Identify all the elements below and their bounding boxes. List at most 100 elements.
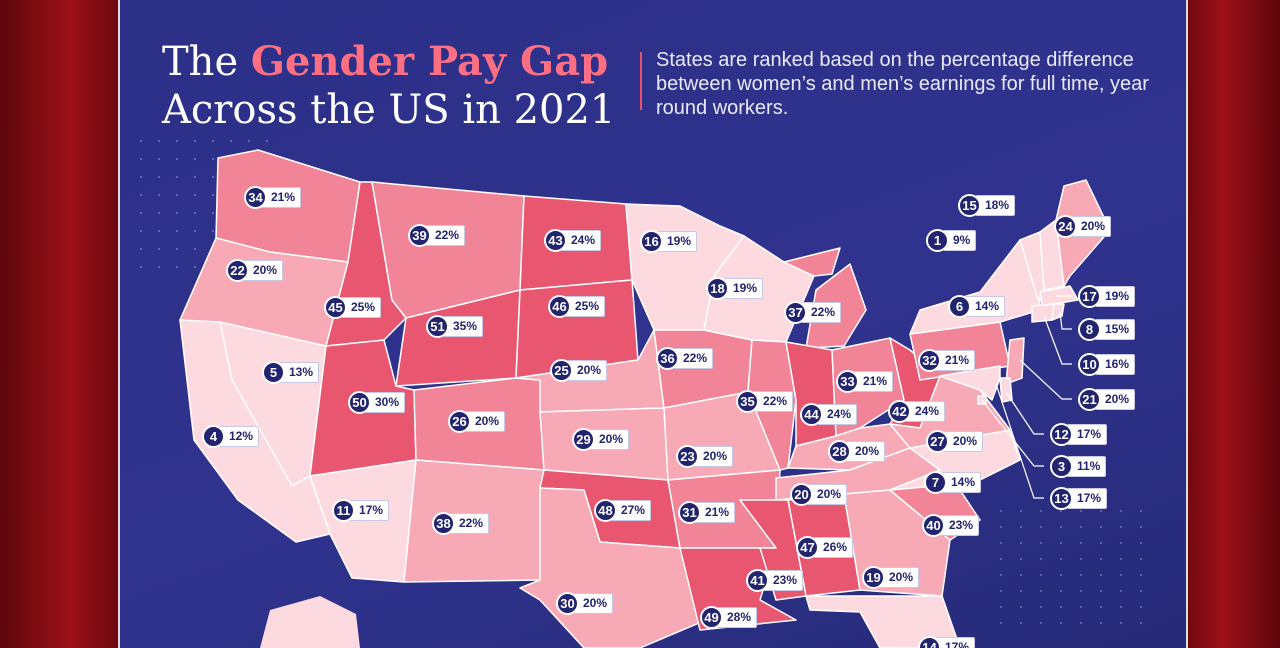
pattern-dot [1040, 558, 1042, 560]
badge-oklahoma: 48 27% [594, 498, 652, 522]
rank-label: 41 [746, 568, 769, 592]
state-new-york [909, 239, 1041, 335]
pattern-dot [1040, 526, 1042, 528]
pattern-dot [1080, 526, 1082, 528]
pattern-dot [140, 212, 142, 214]
rank-label: 24 [1054, 214, 1077, 238]
pattern-dot [230, 140, 232, 142]
pattern-dot [1140, 558, 1142, 560]
gap-label: 16% [1095, 353, 1136, 375]
pattern-dot [212, 140, 214, 142]
gap-label: 21% [935, 349, 976, 371]
gap-label: 17% [349, 499, 390, 521]
badge-iowa: 36 22% [656, 346, 714, 370]
badge-north-carolina: 7 14% [924, 470, 982, 494]
pattern-dot [1100, 606, 1102, 608]
gap-label: 35% [443, 315, 484, 337]
gap-label: 17% [1067, 487, 1108, 509]
badge-missouri: 23 20% [676, 444, 734, 468]
gap-label: 23% [939, 514, 980, 536]
gap-label: 20% [589, 428, 630, 450]
pattern-dot [1060, 510, 1062, 512]
pattern-dot [1040, 606, 1042, 608]
pattern-dot [1080, 558, 1082, 560]
badge-vermont: 1 9% [926, 228, 977, 252]
pattern-dot [1080, 574, 1082, 576]
badge-dc: 3 11% [1050, 454, 1107, 478]
pattern-dot [1140, 622, 1142, 624]
pattern-dot [1040, 590, 1042, 592]
gap-label: 20% [807, 483, 848, 505]
state-new-jersey [1005, 337, 1025, 385]
pattern-dot [1140, 590, 1142, 592]
pattern-dot [1120, 622, 1122, 624]
title-line2: Across the US in 2021 [162, 87, 616, 133]
pattern-dot [1120, 558, 1122, 560]
rank-label: 1 [926, 228, 949, 252]
rank-label: 29 [572, 427, 595, 451]
pattern-dot [1000, 622, 1002, 624]
gap-label: 30% [365, 391, 406, 413]
state-rhode-island [1051, 303, 1065, 321]
gap-label: 19% [1095, 285, 1136, 307]
pattern-dot [212, 158, 214, 160]
rank-label: 6 [948, 294, 971, 318]
state-maryland [939, 365, 1001, 401]
pattern-dot [1060, 558, 1062, 560]
leader-line [1043, 315, 1072, 365]
pattern-dot [140, 140, 142, 142]
gap-label: 25% [341, 296, 382, 318]
pattern-dot [194, 176, 196, 178]
pattern-dot [1000, 574, 1002, 576]
badge-montana: 39 22% [408, 223, 466, 247]
pattern-dot [1120, 510, 1122, 512]
pattern-dot [1020, 526, 1022, 528]
pattern-dot [140, 158, 142, 160]
badge-tennessee: 20 20% [790, 482, 848, 506]
pattern-dot [158, 248, 160, 250]
badge-texas: 30 20% [556, 591, 614, 615]
gap-label: 27% [611, 499, 652, 521]
pattern-dot [1100, 542, 1102, 544]
leader-line [1019, 359, 1072, 400]
leader-line [995, 383, 1044, 499]
pattern-dot [1060, 590, 1062, 592]
badge-kentucky: 28 20% [828, 439, 886, 463]
gap-label: 22% [449, 512, 490, 534]
pattern-dot [1020, 606, 1022, 608]
rank-label: 36 [656, 346, 679, 370]
pattern-dot [1020, 510, 1022, 512]
rank-label: 34 [244, 185, 267, 209]
gap-label: 20% [879, 566, 920, 588]
rank-label: 30 [556, 591, 579, 615]
pattern-dot [1060, 574, 1062, 576]
pattern-dot [1100, 622, 1102, 624]
badge-alabama: 47 26% [796, 535, 854, 559]
pattern-dot [1120, 526, 1122, 528]
gap-label: 20% [1071, 215, 1112, 237]
rank-label: 42 [888, 399, 911, 423]
pattern-dot [1000, 542, 1002, 544]
us-map [179, 149, 1111, 648]
gap-label: 24% [905, 400, 946, 422]
gap-label: 22% [425, 224, 466, 246]
pattern-dot [1120, 590, 1122, 592]
right-frame [1184, 0, 1280, 648]
gap-label: 15% [1095, 318, 1136, 340]
pattern-dot [1060, 542, 1062, 544]
badge-washington: 34 21% [244, 185, 302, 209]
gap-label: 17% [935, 636, 976, 648]
pattern-dot [1120, 606, 1122, 608]
pattern-dot [176, 212, 178, 214]
badge-colorado: 26 20% [448, 409, 506, 433]
pattern-dot [176, 176, 178, 178]
rank-label: 5 [262, 360, 285, 384]
pattern-dot [194, 194, 196, 196]
gap-label: 20% [243, 259, 284, 281]
left-frame [0, 0, 118, 648]
pattern-dot [1080, 622, 1082, 624]
gap-label: 21% [695, 501, 736, 523]
rank-label: 40 [922, 513, 945, 537]
rank-label: 44 [800, 402, 823, 426]
pattern-dot [1140, 510, 1142, 512]
